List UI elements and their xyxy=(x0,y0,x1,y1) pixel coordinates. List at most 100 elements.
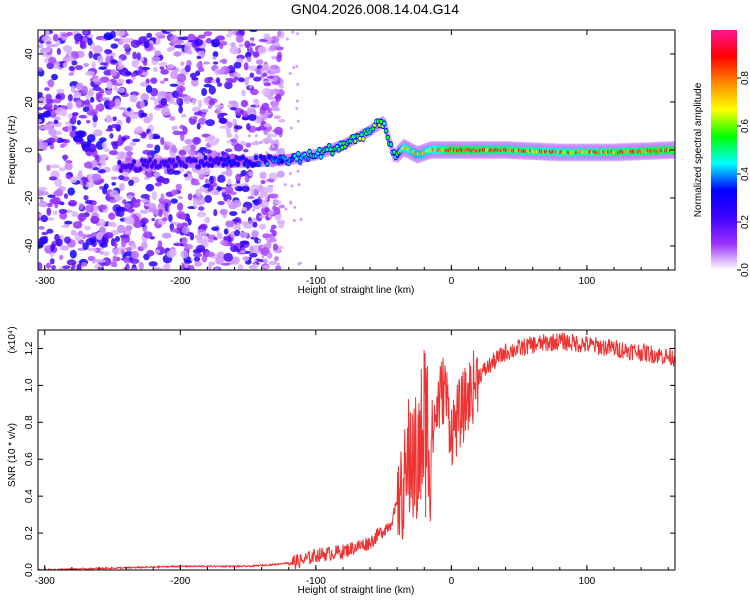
spectrogram-cell xyxy=(259,110,266,115)
spectrogram-cell xyxy=(197,99,203,108)
spectrogram-cell xyxy=(62,62,68,68)
spectrogram-cell xyxy=(130,39,141,49)
spectrogram-cell xyxy=(51,265,57,270)
spectrogram-cell xyxy=(134,127,144,134)
spectrogram-cell xyxy=(241,221,249,226)
spectrogram-cell xyxy=(118,58,123,67)
spectrogram-cell xyxy=(260,179,266,185)
snr-y-scale-label: (x10⁴) xyxy=(7,326,18,353)
spectrogram-cell xyxy=(234,125,243,130)
spectrogram-cell xyxy=(253,259,257,263)
ridge-core xyxy=(329,147,333,152)
spectrogram-cell xyxy=(110,43,119,49)
spectrogram-cell xyxy=(298,261,302,265)
spectrogram-cell xyxy=(284,207,288,211)
spectrogram-cell xyxy=(64,220,73,225)
spectrogram-cell xyxy=(270,142,274,146)
spectrogram-cell xyxy=(219,208,228,216)
spectrogram-cell xyxy=(77,230,84,237)
ridge-core xyxy=(382,121,387,126)
spectrogram-cell xyxy=(62,265,71,270)
snr-y-label: SNR (10 * v/v) xyxy=(7,423,18,487)
spectrogram-cell xyxy=(203,61,210,65)
spectrogram-cell xyxy=(161,232,172,239)
spectrogram-cell xyxy=(247,76,251,80)
spectrogram-cell xyxy=(116,78,125,84)
spectrogram-cell xyxy=(158,209,163,218)
spectrogram-cell xyxy=(263,82,272,87)
spectrogram-cell xyxy=(228,30,233,36)
spectrogram-cell xyxy=(212,61,219,65)
spectrogram-cell xyxy=(50,243,55,252)
spectrogram-cell xyxy=(244,77,250,86)
spectrogram-cell xyxy=(157,202,166,212)
spectrogram-cell xyxy=(248,65,257,71)
colorbar-tick-label: 0.4 xyxy=(740,167,750,181)
spectrogram-cell xyxy=(118,106,126,111)
spectrogram-cell xyxy=(110,69,118,77)
spectrogram-cell xyxy=(255,59,264,65)
spectrogram-cell xyxy=(92,86,102,92)
spectrogram-cell xyxy=(52,33,59,42)
spectrogram-cell xyxy=(84,225,91,231)
spectrogram-cell xyxy=(269,228,275,233)
ridge-core xyxy=(138,167,143,171)
spectrogram-cell xyxy=(276,170,285,178)
spectrogram-cell xyxy=(244,40,251,49)
spectrogram-cell xyxy=(169,83,179,87)
spectrogram-cell xyxy=(241,206,248,211)
y-tick-label: 0 xyxy=(24,147,35,153)
spectrogram-cell xyxy=(104,49,113,55)
spectrogram-cell xyxy=(297,183,301,187)
spectrogram-cell xyxy=(83,30,89,35)
spectrogram-cell xyxy=(289,200,293,204)
spectrogram-cell xyxy=(45,93,52,101)
spectrogram-cell xyxy=(38,140,45,149)
spectrogram-cell xyxy=(83,161,94,169)
spectrogram-cell xyxy=(106,80,113,90)
spectrogram-cell xyxy=(199,223,208,230)
spectrogram-cell xyxy=(229,243,235,248)
spectrogram-cell xyxy=(153,135,161,140)
spectrogram-cell xyxy=(107,222,113,226)
spectrogram-cell xyxy=(55,94,62,100)
spectrogram-cell xyxy=(49,258,55,265)
spectrogram-cell xyxy=(130,243,137,250)
spectrogram-cell xyxy=(38,67,43,72)
spectrogram-cell xyxy=(267,254,271,258)
spectrogram-cell xyxy=(68,65,76,72)
spectrogram-cell xyxy=(247,220,254,224)
spectrogram-cell xyxy=(262,72,268,77)
spectrogram-cell xyxy=(237,264,244,270)
spectrogram-cell xyxy=(67,125,73,133)
ridge-core xyxy=(265,162,269,166)
spectrogram-cell xyxy=(178,87,183,97)
spectrogram-cell xyxy=(90,215,99,224)
spectrogram-cell xyxy=(46,207,52,216)
spectrogram-cell xyxy=(254,140,258,144)
spectrogram-cell xyxy=(212,51,219,58)
ridge-core xyxy=(119,168,123,172)
spectrogram-cell xyxy=(271,145,275,149)
spectrogram-cell xyxy=(267,214,271,218)
spectrogram-cell xyxy=(291,30,295,34)
spectrogram-y-label: Frequency (Hz) xyxy=(7,116,18,185)
spectrogram-cell xyxy=(119,182,125,192)
spectrogram-cell xyxy=(219,43,224,50)
spectrogram-cell xyxy=(173,51,182,57)
spectrogram-cell xyxy=(196,62,203,69)
spectrogram-cell xyxy=(66,31,73,37)
spectrogram-cell xyxy=(218,117,228,124)
spectrogram-cell xyxy=(97,169,106,174)
ridge-core xyxy=(223,158,227,162)
spectrogram-cell xyxy=(278,84,284,89)
spectrogram-cell xyxy=(252,98,258,104)
spectrogram-cell xyxy=(111,181,117,186)
ridge-core xyxy=(317,148,321,152)
spectrogram-cell xyxy=(224,81,233,90)
spectrogram-cell xyxy=(166,47,172,52)
spectrogram-cell xyxy=(112,255,118,264)
spectrogram-cell xyxy=(260,188,269,196)
spectrogram-cell xyxy=(73,91,82,99)
spectrogram-cell xyxy=(273,115,281,120)
